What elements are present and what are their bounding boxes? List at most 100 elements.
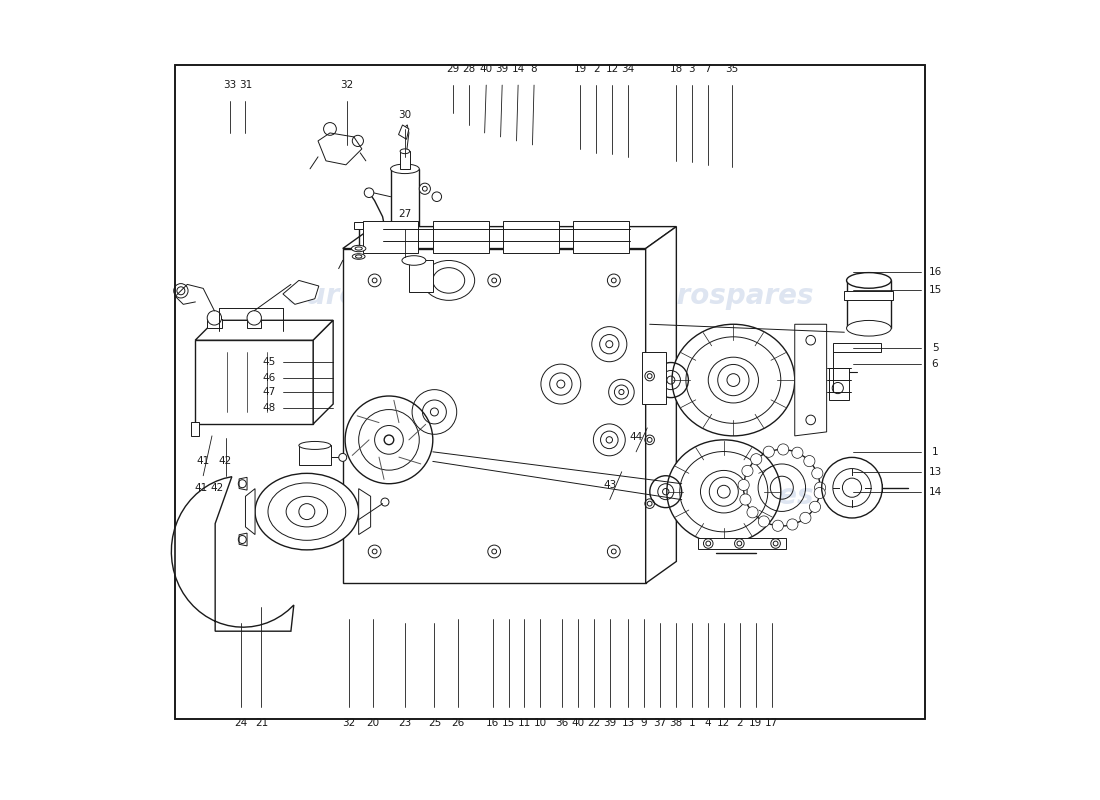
Text: 11: 11	[518, 718, 531, 728]
Text: 42: 42	[219, 456, 232, 466]
Text: 32: 32	[340, 80, 353, 90]
Text: 12: 12	[606, 64, 619, 74]
Text: 15: 15	[502, 718, 515, 728]
Bar	[195, 340, 314, 424]
Text: 19: 19	[749, 718, 762, 728]
Text: 2: 2	[736, 718, 744, 728]
Bar	[354, 222, 363, 229]
Text: 19: 19	[574, 64, 587, 74]
Circle shape	[758, 516, 769, 527]
Polygon shape	[646, 226, 676, 583]
Circle shape	[738, 479, 749, 490]
Circle shape	[814, 482, 826, 494]
Ellipse shape	[286, 496, 328, 527]
Ellipse shape	[402, 256, 426, 266]
Text: 18: 18	[669, 64, 683, 74]
Circle shape	[792, 447, 803, 458]
Ellipse shape	[390, 164, 419, 174]
Circle shape	[747, 506, 758, 518]
Text: 38: 38	[669, 718, 683, 728]
Text: 7: 7	[704, 64, 712, 74]
Bar	[845, 290, 893, 300]
Bar	[573, 221, 629, 253]
Text: 36: 36	[556, 718, 569, 728]
Text: 32: 32	[342, 718, 355, 728]
Text: 34: 34	[621, 64, 635, 74]
Text: 37: 37	[653, 718, 667, 728]
Polygon shape	[195, 320, 333, 340]
Text: 45: 45	[262, 357, 275, 366]
Text: 35: 35	[725, 64, 738, 74]
Bar	[363, 221, 418, 253]
Polygon shape	[239, 533, 248, 546]
Bar	[207, 318, 221, 328]
Bar	[503, 221, 559, 253]
Polygon shape	[398, 125, 409, 139]
Bar	[343, 249, 646, 583]
Bar	[432, 221, 488, 253]
Circle shape	[763, 446, 774, 458]
Bar	[175, 65, 925, 719]
Bar	[299, 446, 331, 466]
Text: 4: 4	[704, 718, 712, 728]
Bar	[833, 342, 881, 352]
Circle shape	[750, 454, 762, 465]
Text: 20: 20	[366, 718, 379, 728]
Ellipse shape	[390, 224, 419, 234]
Text: 29: 29	[447, 64, 460, 74]
Circle shape	[419, 183, 430, 194]
Text: 2: 2	[593, 64, 600, 74]
Bar	[390, 169, 419, 229]
Text: 28: 28	[462, 64, 475, 74]
Text: 22: 22	[587, 718, 601, 728]
Circle shape	[741, 466, 754, 477]
Polygon shape	[239, 478, 248, 490]
Circle shape	[772, 520, 783, 531]
Bar	[409, 261, 433, 292]
Text: 15: 15	[928, 285, 942, 295]
Polygon shape	[697, 538, 786, 549]
Circle shape	[786, 519, 798, 530]
Ellipse shape	[432, 268, 464, 293]
Text: eurospares: eurospares	[638, 482, 813, 510]
Text: 1: 1	[932, 447, 938, 457]
Bar	[175, 65, 925, 719]
Ellipse shape	[680, 451, 768, 532]
Polygon shape	[318, 133, 362, 165]
Ellipse shape	[255, 474, 359, 550]
Circle shape	[740, 494, 751, 505]
Bar	[847, 281, 891, 328]
Text: 23: 23	[398, 718, 411, 728]
Ellipse shape	[352, 246, 366, 252]
Text: eurospares: eurospares	[287, 482, 462, 510]
Text: 44: 44	[629, 433, 642, 442]
Text: 10: 10	[534, 718, 547, 728]
Text: 48: 48	[262, 403, 275, 413]
Polygon shape	[245, 489, 255, 534]
Ellipse shape	[299, 442, 331, 450]
Text: 39: 39	[495, 64, 509, 74]
Text: eurospares: eurospares	[287, 282, 462, 310]
Ellipse shape	[422, 261, 475, 300]
Circle shape	[364, 188, 374, 198]
Ellipse shape	[686, 337, 781, 423]
Ellipse shape	[352, 254, 365, 259]
Circle shape	[800, 512, 811, 523]
Text: 39: 39	[603, 718, 616, 728]
Bar	[829, 368, 849, 400]
Circle shape	[814, 487, 825, 498]
Bar	[248, 318, 262, 328]
Text: 25: 25	[428, 718, 441, 728]
Text: 16: 16	[486, 718, 499, 728]
Text: 42: 42	[211, 482, 224, 493]
Text: 47: 47	[262, 387, 275, 397]
Text: 40: 40	[571, 718, 584, 728]
Polygon shape	[314, 320, 333, 424]
Ellipse shape	[701, 470, 747, 513]
Text: 21: 21	[255, 718, 268, 728]
Ellipse shape	[708, 357, 759, 403]
Circle shape	[339, 454, 346, 462]
Ellipse shape	[847, 321, 891, 336]
Circle shape	[804, 455, 815, 466]
Text: 12: 12	[717, 718, 730, 728]
